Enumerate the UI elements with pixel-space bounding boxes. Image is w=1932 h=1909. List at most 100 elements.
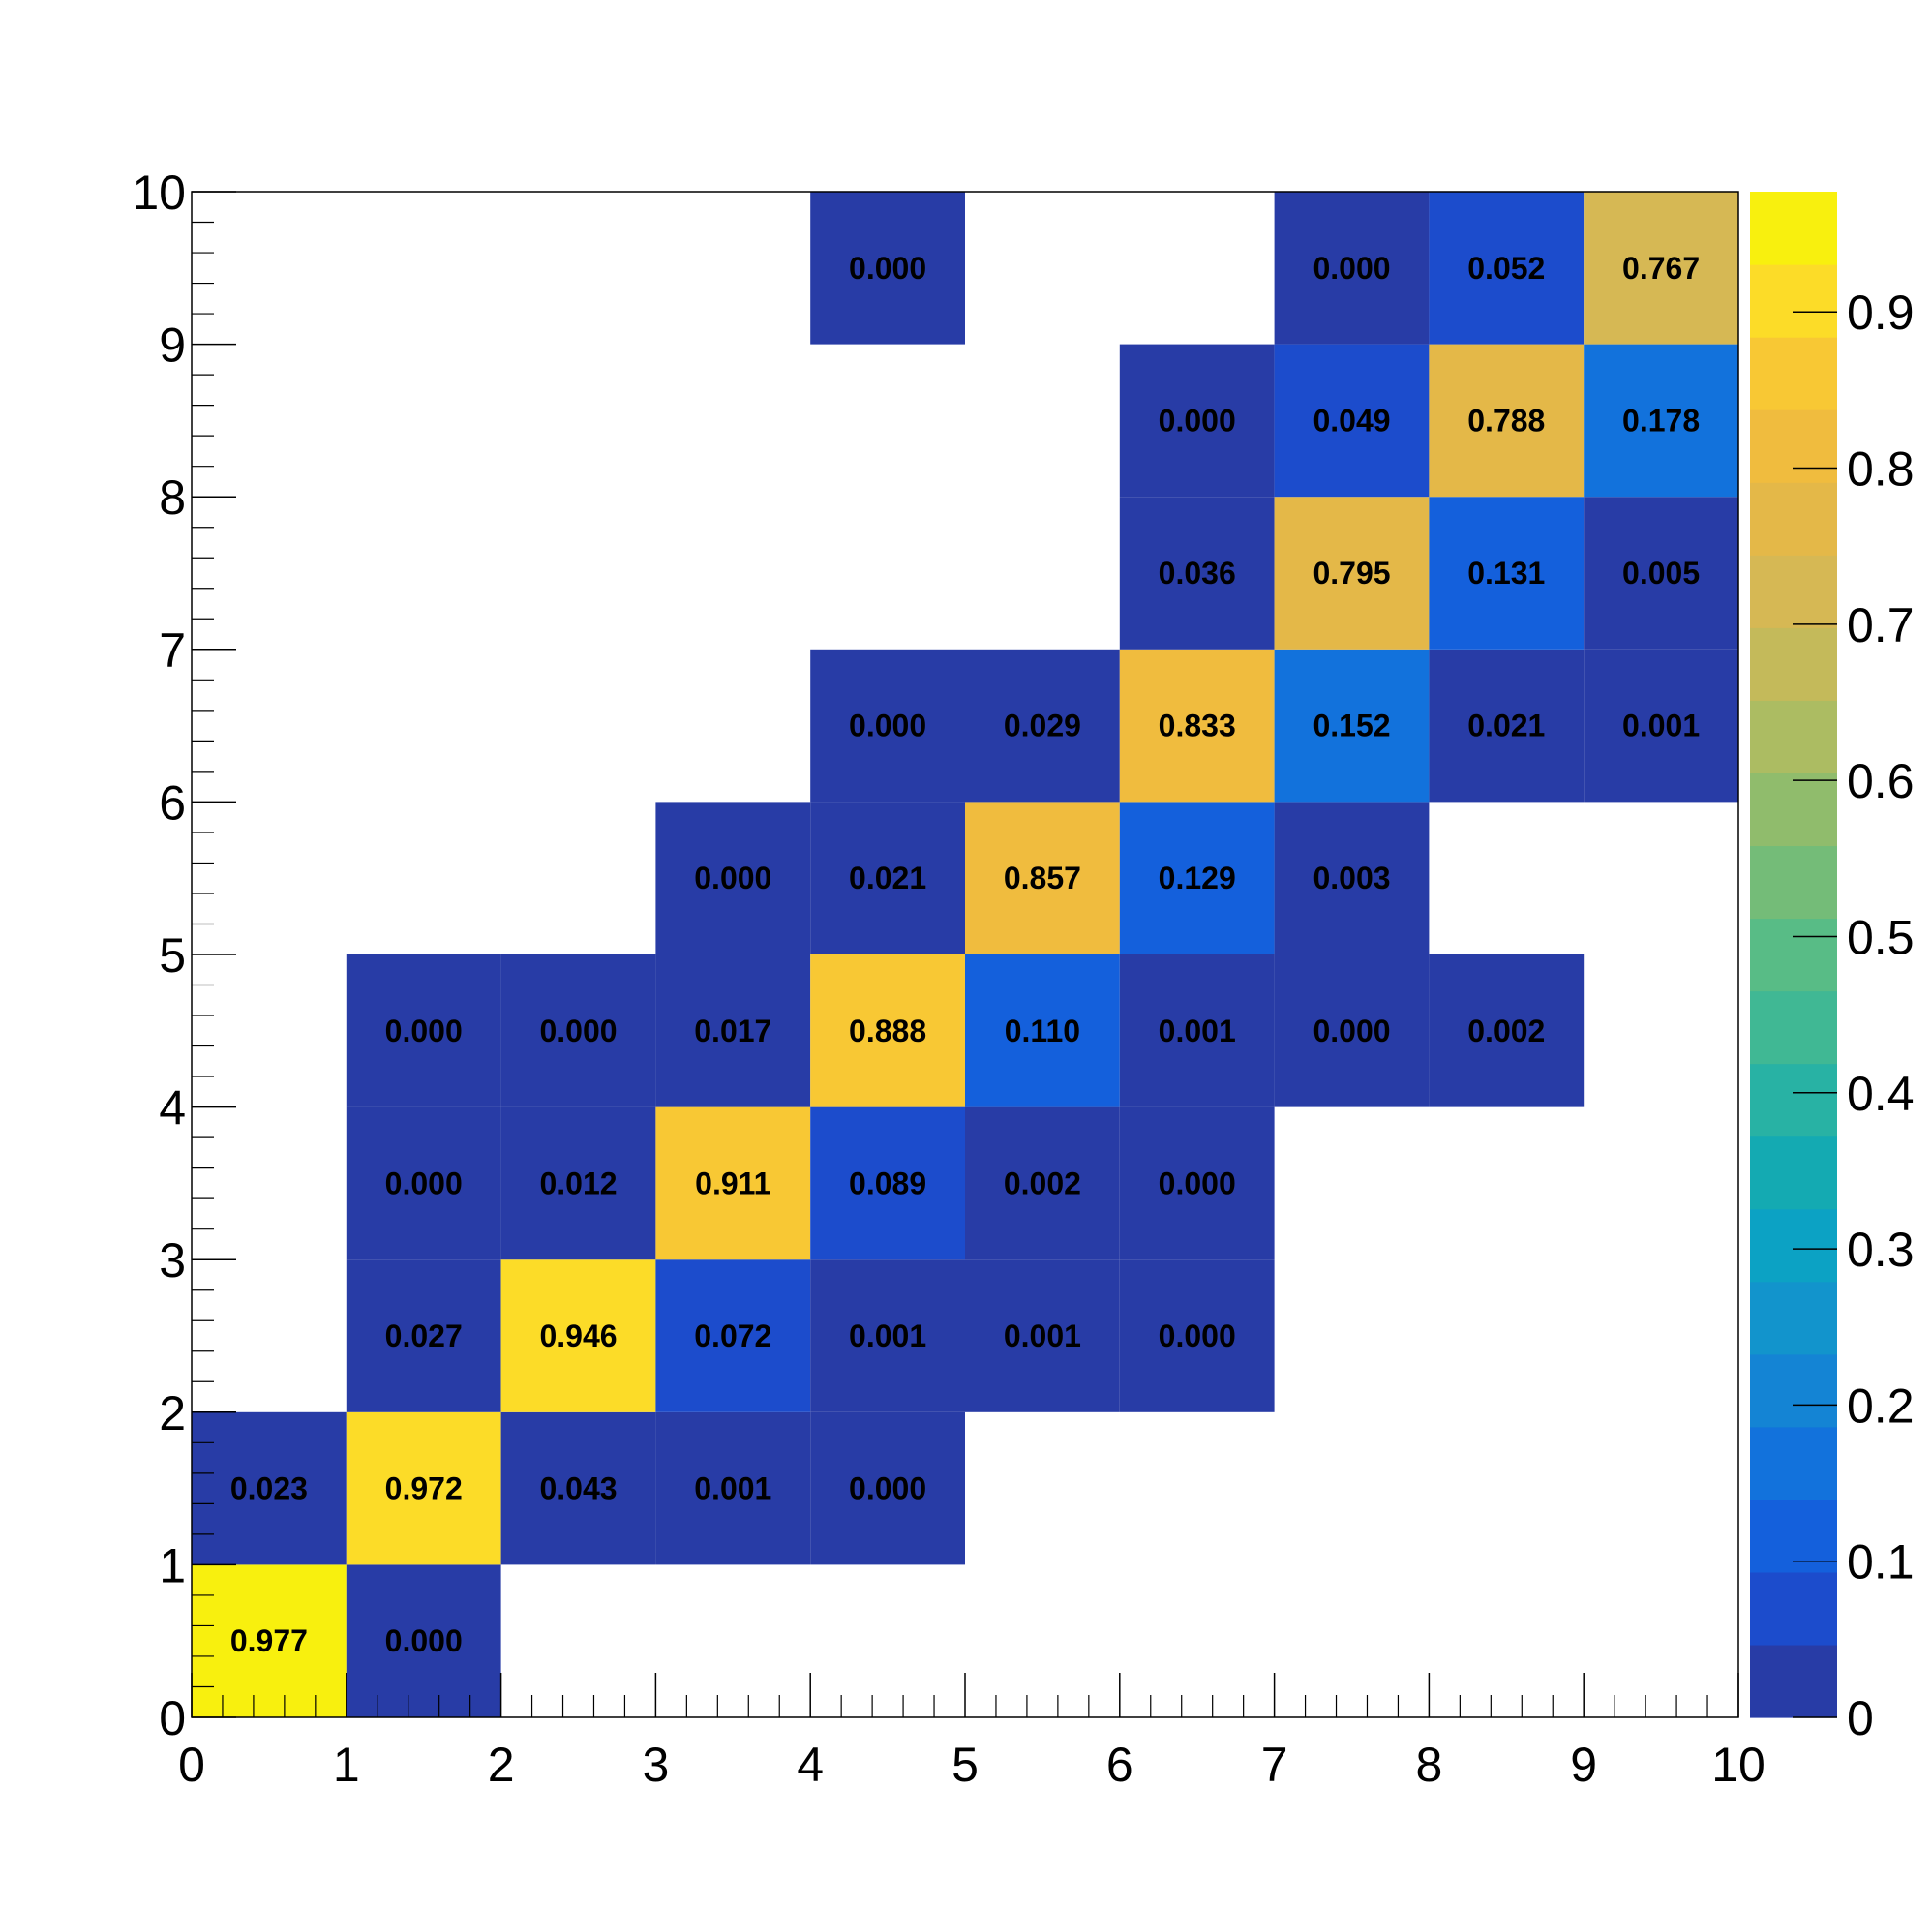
heatmap-cell — [1429, 649, 1585, 803]
cell-value-label: 0.000 — [1313, 251, 1390, 286]
cell-value-label: 0.000 — [1159, 1318, 1236, 1353]
colorbar-tick-label: 0 — [1847, 1691, 1874, 1745]
cell-value-label: 0.788 — [1467, 403, 1545, 438]
plot-axes: 0 1 2 3 4 5 6 7 8 9 10 0 1 2 3 4 5 6 7 8 9 10 — [132, 166, 1765, 1792]
heatmap-cell — [810, 1411, 965, 1565]
heatmap-cell — [192, 1411, 347, 1565]
x-tick-label: 4 — [797, 1738, 824, 1792]
y-tick-label: 4 — [159, 1081, 186, 1136]
colorbar-band — [1750, 1426, 1837, 1500]
cell-value-label: 0.003 — [1313, 861, 1390, 895]
cell-value-label: 0.027 — [385, 1318, 463, 1353]
x-tick-label: 7 — [1261, 1738, 1288, 1792]
colorbar-band — [1750, 192, 1837, 265]
heatmap-cell — [346, 1106, 501, 1260]
cell-value-label: 0.833 — [1159, 709, 1236, 743]
heatmap-cell — [1274, 497, 1430, 650]
heatmap-cell — [1584, 497, 1738, 650]
cell-value-label: 0.888 — [849, 1014, 926, 1048]
cell-value-label: 0.043 — [539, 1471, 617, 1506]
heatmap-cell — [1274, 344, 1430, 498]
y-tick-label: 1 — [159, 1538, 186, 1592]
heatmap-cell — [965, 1106, 1120, 1260]
x-tick-label: 5 — [951, 1738, 979, 1792]
cell-value-label: 0.002 — [1467, 1014, 1545, 1048]
colorbar-band — [1750, 1208, 1837, 1283]
colorbar-tick-label: 0.3 — [1847, 1223, 1915, 1277]
heatmap-cell — [346, 954, 501, 1107]
colorbar-band — [1750, 555, 1837, 628]
heatmap-cell — [500, 1259, 656, 1412]
x-tick-label: 1 — [333, 1738, 360, 1792]
cell-value-label: 0.005 — [1622, 556, 1700, 591]
heatmap-cell — [965, 802, 1120, 954]
y-tick-label: 0 — [159, 1691, 186, 1745]
y-tick-label: 2 — [159, 1386, 186, 1440]
heatmap-cell — [1119, 649, 1275, 803]
cell-value-label: 0.017 — [694, 1014, 771, 1048]
colorbar-band — [1750, 264, 1837, 338]
heatmap-cell — [1584, 344, 1738, 498]
cell-value-label: 0.000 — [539, 1014, 617, 1048]
heatmap-cell — [965, 1259, 1120, 1412]
cell-value-label: 0.000 — [849, 709, 926, 743]
cell-value-label: 0.036 — [1159, 556, 1236, 591]
heatmap-cell — [655, 1106, 811, 1260]
cell-value-label: 0.000 — [694, 861, 771, 895]
cell-value-label: 0.795 — [1313, 556, 1390, 591]
cell-value-label: 0.000 — [849, 1471, 926, 1506]
heatmap-cell — [810, 954, 965, 1107]
colorbar-band — [1750, 337, 1837, 410]
x-tick-label: 3 — [642, 1738, 669, 1792]
colorbar-band — [1750, 700, 1837, 773]
heatmap-cell — [192, 1564, 347, 1717]
colorbar-band — [1750, 990, 1837, 1065]
color-scale-bar: 0 0.1 0.2 0.3 0.4 0.5 0.6 0.7 0.8 0.9 — [1750, 192, 1915, 1745]
colorbar-band — [1750, 1353, 1837, 1428]
heatmap-cell — [1429, 954, 1585, 1107]
x-tick-label: 2 — [488, 1738, 515, 1792]
heatmap-cell — [1429, 344, 1585, 498]
cell-value-label: 0.049 — [1313, 403, 1390, 438]
colorbar-band — [1750, 409, 1837, 483]
cell-value-label: 0.001 — [1004, 1318, 1081, 1353]
colorbar-band — [1750, 1136, 1837, 1210]
heatmap-cell — [1119, 954, 1275, 1107]
colorbar-band — [1750, 1571, 1837, 1646]
y-tick-label: 3 — [159, 1233, 186, 1288]
cell-value-label: 0.052 — [1467, 251, 1545, 286]
y-tick-label: 10 — [132, 166, 186, 220]
cell-value-label: 0.857 — [1004, 861, 1081, 895]
heatmap-cell — [1119, 1259, 1275, 1412]
heatmap-cell — [1119, 802, 1275, 954]
heatmap-cell — [346, 1411, 501, 1565]
heatmap-cell — [1429, 497, 1585, 650]
cell-value-label: 0.000 — [1159, 1166, 1236, 1200]
cell-value-label: 0.000 — [1159, 403, 1236, 438]
colorbar-band — [1750, 845, 1837, 920]
cell-value-label: 0.000 — [1313, 1014, 1390, 1048]
cell-value-label: 0.152 — [1313, 709, 1390, 743]
cell-value-label: 0.946 — [539, 1318, 617, 1353]
colorbar-tick-label: 0.7 — [1847, 598, 1915, 652]
heatmap-cell — [1119, 344, 1275, 498]
x-tick-label: 6 — [1106, 1738, 1133, 1792]
cell-value-labels: 0.977 0.000 0.023 0.972 0.043 0.001 0.000 0.027… — [230, 251, 1700, 1658]
cell-value-label: 0.001 — [694, 1471, 771, 1506]
heatmap-cell — [1274, 802, 1430, 954]
heatmap-cell — [810, 1259, 965, 1412]
heatmap-cell — [655, 802, 811, 954]
y-tick-label: 9 — [159, 318, 186, 373]
colorbar-tick-label: 0.1 — [1847, 1535, 1915, 1590]
colorbar-band — [1750, 1644, 1837, 1718]
heatmap-cell — [500, 1106, 656, 1260]
cell-value-label: 0.089 — [849, 1166, 926, 1200]
x-tick-label: 9 — [1570, 1738, 1597, 1792]
colorbar-band — [1750, 1063, 1837, 1137]
colorbar-band — [1750, 627, 1837, 701]
heatmap-cell — [1119, 1106, 1275, 1260]
colorbar-band — [1750, 773, 1837, 847]
heatmap-cells — [192, 192, 1738, 1717]
heatmap-cell — [1429, 192, 1585, 345]
heatmap-cell — [346, 1259, 501, 1412]
